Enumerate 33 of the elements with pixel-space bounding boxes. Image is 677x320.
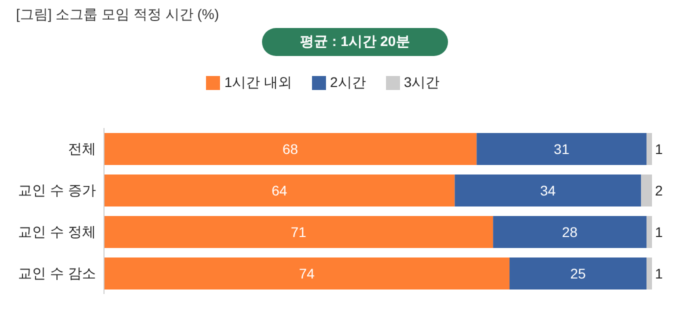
data-label: 34 [540, 182, 556, 198]
y-tick-label: 교인 수 감소 [18, 265, 96, 282]
bar [646, 133, 652, 165]
data-label: 68 [282, 140, 298, 157]
bar [104, 174, 455, 206]
y-tick-label: 전체 [68, 140, 96, 157]
bar [104, 258, 510, 290]
data-label: 1 [655, 265, 663, 282]
chart-title: [그림] 소그룹 모임 적정 시간 (%) [16, 6, 219, 24]
bar [476, 133, 647, 165]
data-label: 71 [290, 224, 307, 240]
text: 평균 : 1시간 20분 [262, 28, 448, 56]
data-label: 28 [562, 224, 578, 240]
legend-label: 3시간 [404, 74, 440, 90]
legend-label: 2시간 [330, 74, 366, 90]
data-label: 64 [272, 182, 288, 198]
data-label: 1 [655, 224, 663, 240]
data-label: 1 [655, 140, 663, 157]
bar [646, 258, 652, 290]
bar [510, 258, 647, 290]
y-tick-label: 교인 수 정체 [18, 224, 96, 240]
bar [104, 216, 494, 248]
data-label: 25 [570, 265, 586, 282]
bar [646, 216, 652, 248]
bar [641, 174, 652, 206]
data-label: 2 [655, 182, 663, 198]
bar [493, 216, 647, 248]
y-tick-label: 교인 수 증가 [18, 182, 96, 198]
legend-label: 1시간 내외 [224, 74, 292, 90]
bar [454, 174, 642, 206]
bar [104, 133, 477, 165]
data-label: 74 [298, 265, 315, 282]
data-label: 31 [554, 140, 570, 157]
